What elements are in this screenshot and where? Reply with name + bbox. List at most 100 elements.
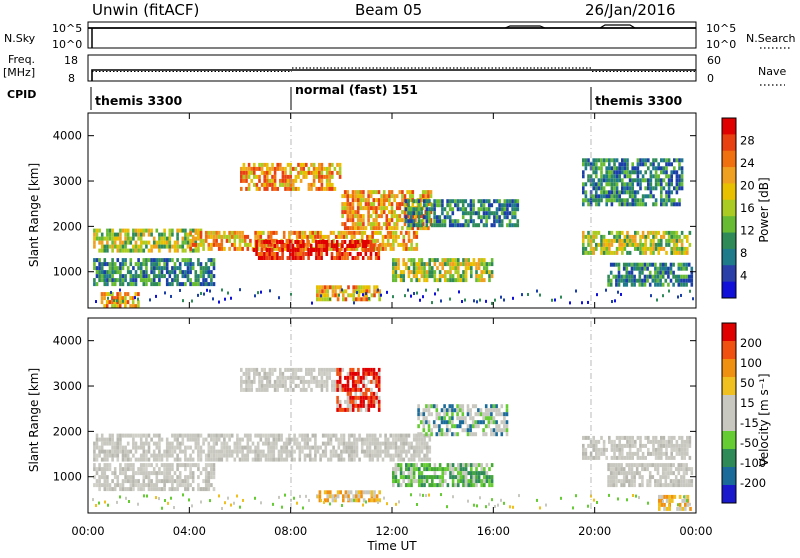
data-cell xyxy=(230,433,234,438)
data-cell xyxy=(103,278,107,283)
data-cell xyxy=(134,479,138,484)
data-cell xyxy=(423,479,426,484)
data-cell xyxy=(358,437,361,442)
data-cell xyxy=(425,494,427,498)
data-cell xyxy=(241,234,244,239)
data-cell xyxy=(686,234,689,239)
data-cell xyxy=(436,278,439,283)
data-cell xyxy=(628,463,631,468)
data-cell xyxy=(647,439,650,444)
data-cell xyxy=(236,230,239,235)
data-cell xyxy=(668,503,670,507)
data-cell xyxy=(341,252,344,256)
data-cell xyxy=(630,475,634,480)
data-cell xyxy=(471,420,475,425)
data-cell xyxy=(266,383,269,388)
data-cell xyxy=(111,236,114,241)
data-cell xyxy=(298,457,302,462)
data-cell xyxy=(370,391,373,396)
data-cell xyxy=(418,270,421,275)
data-cell xyxy=(163,262,166,267)
data-cell xyxy=(142,228,146,233)
data-cell xyxy=(587,202,590,207)
data-cell xyxy=(386,234,390,239)
data-cell xyxy=(163,236,166,241)
data-cell xyxy=(631,202,634,207)
data-cell xyxy=(449,266,452,271)
data-cell xyxy=(176,274,179,279)
data-cell xyxy=(582,162,585,167)
data-cell xyxy=(286,182,290,187)
data-cell xyxy=(385,222,389,227)
data-cell xyxy=(372,202,376,207)
data-cell xyxy=(399,270,403,275)
data-cell xyxy=(202,441,205,446)
data-cell xyxy=(285,453,289,458)
data-cell xyxy=(667,455,671,460)
data-cell xyxy=(467,223,470,228)
data-cell xyxy=(290,457,294,462)
data-cell xyxy=(505,404,509,409)
data-cell xyxy=(163,232,166,237)
data-cell xyxy=(536,289,538,293)
data-cell xyxy=(592,194,595,199)
data-cell xyxy=(95,453,99,458)
data-cell xyxy=(675,174,679,179)
data-cell xyxy=(355,498,358,503)
data-cell xyxy=(680,282,683,287)
data-cell xyxy=(176,433,179,438)
data-cell xyxy=(328,170,331,175)
data-cell xyxy=(350,246,354,251)
data-cell xyxy=(260,383,264,388)
data-cell xyxy=(176,282,179,287)
data-cell xyxy=(326,297,329,302)
data-cell xyxy=(328,162,331,167)
data-cell xyxy=(664,471,668,476)
data-cell xyxy=(132,467,135,472)
data-cell xyxy=(212,441,216,446)
data-cell xyxy=(368,490,371,495)
data-cell xyxy=(457,266,460,271)
data-cell xyxy=(370,399,373,404)
data-cell xyxy=(399,449,403,454)
data-cell xyxy=(147,258,151,263)
data-cell xyxy=(119,244,122,249)
data-cell xyxy=(271,174,274,179)
data-cell xyxy=(644,162,647,167)
data-cell xyxy=(379,441,382,446)
data-cell xyxy=(464,467,468,472)
data-cell xyxy=(381,242,385,247)
data-cell xyxy=(410,258,413,263)
data-cell xyxy=(457,274,460,279)
data-cell xyxy=(362,198,365,203)
data-cell xyxy=(228,449,231,454)
data-cell xyxy=(186,487,190,492)
data-cell xyxy=(402,238,406,243)
data-cell xyxy=(124,296,127,301)
data-cell xyxy=(266,162,269,167)
data-cell xyxy=(419,420,423,425)
data-cell xyxy=(372,371,376,376)
data-cell xyxy=(634,198,637,203)
data-cell xyxy=(485,262,489,267)
data-cell xyxy=(284,383,287,388)
data-cell xyxy=(665,182,668,187)
data-cell xyxy=(356,256,360,260)
data-cell xyxy=(98,278,101,283)
data-cell xyxy=(278,296,280,300)
data-cell xyxy=(674,483,678,488)
data-cell xyxy=(690,270,694,275)
data-cell xyxy=(356,206,360,211)
data-cell xyxy=(197,433,200,438)
data-cell xyxy=(385,194,389,199)
data-cell xyxy=(365,285,368,290)
data-cell xyxy=(630,278,634,283)
data-cell xyxy=(100,278,104,283)
data-cell xyxy=(595,439,598,444)
data-cell xyxy=(334,498,337,503)
data-cell xyxy=(470,475,473,480)
data-cell xyxy=(615,435,619,440)
data-cell xyxy=(668,498,671,503)
data-cell xyxy=(331,174,334,179)
data-cell xyxy=(384,246,387,251)
